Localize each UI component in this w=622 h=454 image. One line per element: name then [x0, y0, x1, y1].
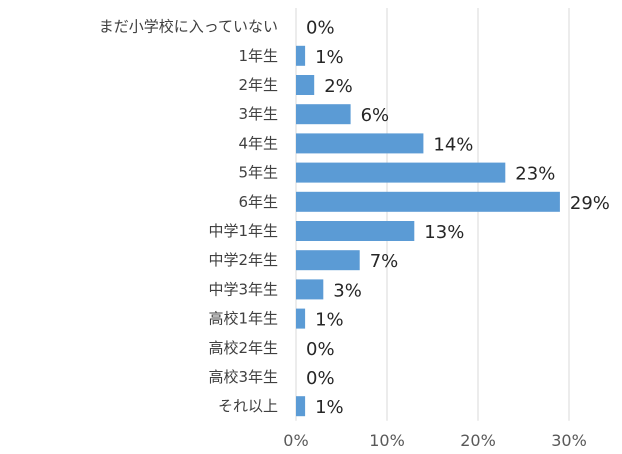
data-label: 0%: [306, 339, 335, 360]
x-tick-label: 30%: [551, 431, 587, 450]
data-label: 1%: [315, 310, 344, 331]
bar: [296, 308, 306, 329]
data-label: 23%: [515, 164, 555, 185]
category-label: 2年生: [238, 76, 278, 94]
category-label: 中学2年生: [208, 251, 278, 269]
data-label: 0%: [306, 368, 335, 389]
bar: [296, 104, 351, 125]
category-label: 4年生: [238, 134, 278, 152]
category-label: 高校2年生: [208, 339, 278, 357]
data-label: 13%: [424, 222, 464, 243]
x-axis-tick-labels: 0% 10% 20% 30%: [283, 431, 586, 450]
x-tick-label: 10%: [369, 431, 405, 450]
x-tick-label: 20%: [460, 431, 496, 450]
category-labels: まだ小学校に入っていない 1年生 2年生 3年生 4年生 5年生 6年生中学1年生中学2年生…: [99, 18, 278, 416]
data-label: 0%: [306, 18, 335, 39]
category-label: 6年生: [238, 193, 278, 211]
bar: [296, 191, 560, 212]
data-label: 1%: [315, 47, 344, 68]
data-label: 14%: [433, 134, 473, 155]
data-label: 29%: [570, 193, 610, 214]
data-label: 2%: [324, 76, 353, 97]
category-label: 1年生: [238, 47, 278, 65]
data-label: 6%: [361, 105, 390, 126]
bar: [296, 162, 506, 183]
category-label: それ以上: [218, 397, 278, 415]
category-label: 5年生: [238, 164, 278, 182]
bar: [296, 396, 306, 417]
category-label: 3年生: [238, 105, 278, 123]
category-label: 中学1年生: [208, 222, 278, 240]
data-label: 7%: [370, 251, 399, 272]
value-labels: 0% 1% 2% 6% 14% 23% 29% 13% 7% 3% 1% 0% 0% 1%: [306, 18, 610, 419]
bar: [296, 250, 360, 271]
bar: [296, 221, 415, 241]
category-label: 高校3年生: [208, 368, 278, 386]
data-label: 1%: [315, 397, 344, 418]
bar: [296, 45, 306, 66]
bar: [296, 133, 424, 154]
data-label: 3%: [333, 280, 362, 301]
bar: [296, 279, 324, 300]
category-label: 中学3年生: [208, 280, 278, 298]
gridlines: [295, 8, 570, 421]
bar: [296, 75, 315, 95]
category-label: まだ小学校に入っていない: [99, 18, 278, 36]
bars: [296, 45, 560, 417]
x-tick-label: 0%: [283, 431, 308, 450]
category-label: 高校1年生: [208, 310, 278, 328]
